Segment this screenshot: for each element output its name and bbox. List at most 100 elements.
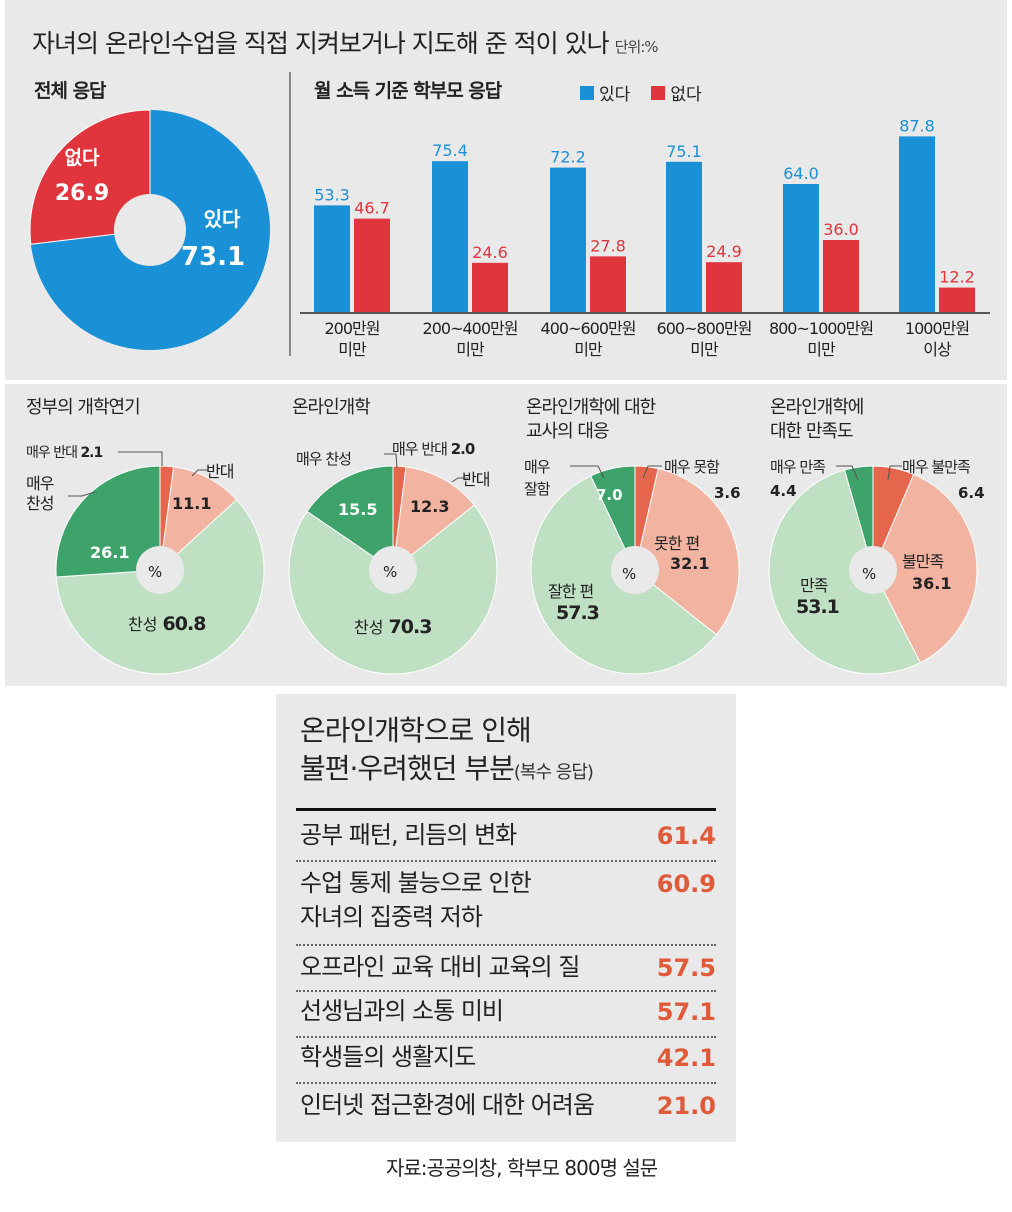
pie3-bad-value: 32.1 <box>670 554 710 573</box>
pie4-slice-3 <box>843 465 874 571</box>
divider <box>289 72 291 356</box>
pie4-title: 온라인개학에 대한 만족도 <box>770 397 864 442</box>
bar-yes-0 <box>314 205 350 312</box>
pie1-very-oppose: 매우 반대 2.1 <box>26 445 103 461</box>
bar-yes-2 <box>550 167 586 312</box>
bar-yes-label-2: 72.2 <box>550 148 586 167</box>
pie3-title: 온라인개학에 대한 교사의 대응 <box>526 397 656 442</box>
bar-category-label: 200만원 미만 <box>324 319 381 359</box>
pie2-center: % <box>383 563 398 581</box>
pie3-very-bad-value: 3.6 <box>714 484 741 502</box>
pie2-title: 온라인개학 <box>292 397 371 418</box>
bar-category-label: 1000만원 이상 <box>904 319 970 359</box>
pie2-oppose-value: 12.3 <box>410 497 450 516</box>
pie4-unsat-value: 36.1 <box>912 574 952 593</box>
bar-yes-3 <box>666 161 702 312</box>
row-label: 공부 패턴, 리듬의 변화 <box>300 821 517 849</box>
bar-no-label-5: 12.2 <box>939 268 975 287</box>
pie2-slice-3 <box>306 465 394 571</box>
pie-online-opening <box>288 465 498 675</box>
bar-legend: 있다 없다 <box>580 80 718 105</box>
pie3-slice-3 <box>590 465 636 571</box>
table-row: 선생님과의 소통 미비 57.1 <box>296 992 716 1038</box>
bar-no-5 <box>939 287 975 312</box>
pie2-very-agree-label: 매우 찬성 <box>296 450 352 468</box>
pie1-agree: 찬성 60.8 <box>128 613 206 635</box>
bar-yes-5 <box>899 136 935 312</box>
bar-yes-1 <box>432 161 468 312</box>
pie4-slice-1 <box>872 473 978 664</box>
row-value: 57.5 <box>656 954 716 982</box>
pie1-oppose-value: 11.1 <box>172 494 212 513</box>
pie-teacher-response <box>530 465 740 675</box>
bar-yes-label-1: 75.4 <box>432 141 468 160</box>
pie3-center: % <box>622 565 637 583</box>
bar-yes-label-0: 53.3 <box>314 185 350 204</box>
row-label: 선생님과의 소통 미비 <box>300 997 504 1025</box>
pie3-leaders <box>570 465 662 479</box>
pie1-slice-1 <box>159 466 238 572</box>
pie2-very-agree-value: 15.5 <box>338 500 378 519</box>
row-value: 61.4 <box>656 822 716 850</box>
pie4-very-sat-value: 4.4 <box>770 482 797 500</box>
bar-category-label: 600~800만원 미만 <box>656 319 753 359</box>
table-row: 인터넷 접근환경에 대한 어려움 21.0 <box>296 1084 716 1128</box>
pie2-oppose-label: 반대 <box>462 470 490 489</box>
table-row: 공부 패턴, 리듬의 변화 61.4 <box>296 812 716 862</box>
page-title: 자녀의 온라인수업을 직접 지켜보거나 지도해 준 적이 있나 단위:% <box>32 29 659 58</box>
pie2-hole <box>369 546 417 594</box>
bar-no-1 <box>472 262 508 312</box>
pie1-title: 정부의 개학연기 <box>26 397 141 418</box>
pie1-very-agree-label: 매우 찬성 <box>26 474 54 513</box>
pie3-good-value: 57.3 <box>556 602 600 624</box>
income-bar-chart: 53.346.7 75.4 24.6 72.2 27.8 75.1 24.9 64.0 36.0… <box>314 116 975 312</box>
donut-no-label: 없다 <box>65 147 100 169</box>
donut-yes-value: 73.1 <box>181 242 245 272</box>
row-label: 학생들의 생활지도 <box>300 1043 476 1071</box>
pie-satisfaction <box>768 465 978 675</box>
pie1-very-agree-value: 26.1 <box>90 543 130 562</box>
bar-no-label-1: 24.6 <box>472 243 508 262</box>
table-row: 학생들의 생활지도 42.1 <box>296 1038 716 1084</box>
donut-title: 전체 응답 <box>34 80 107 102</box>
pie-government-delay <box>55 465 265 675</box>
pie4-leaders <box>836 465 902 481</box>
pie4-unsat-label: 불만족 <box>902 552 944 571</box>
bar-category-label: 800~1000만원 미만 <box>768 319 874 359</box>
overall-donut: 있다 73.1 없다 26.9 <box>29 109 270 350</box>
pie1-leaders <box>68 451 208 497</box>
pie3-bad-label: 못한 편 <box>654 534 700 553</box>
row-value: 21.0 <box>656 1092 716 1120</box>
pie3-good-label: 잘한 편 <box>548 582 594 601</box>
table-row: 오프라인 교육 대비 교육의 질 57.5 <box>296 946 716 992</box>
bar-category-label: 400~600만원 미만 <box>540 319 637 359</box>
pie3-very-bad-label: 매우 못함 <box>664 458 720 476</box>
pie4-sat-value: 53.1 <box>796 596 840 618</box>
row-label: 수업 통제 불능으로 인한 자녀의 집중력 저하 <box>300 869 532 931</box>
bar-yes-4 <box>783 184 819 312</box>
concerns-title: 온라인개학으로 인해 불편·우려했던 부분(복수 응답) <box>300 714 594 785</box>
pie4-center: % <box>862 565 877 583</box>
bar-baseline <box>300 312 990 314</box>
pie2-slice-1 <box>392 466 476 572</box>
bar-no-2 <box>590 256 626 312</box>
donut-no-value: 26.9 <box>55 181 109 206</box>
bar-no-3 <box>706 262 742 312</box>
legend-no-label: 없다 <box>670 85 702 105</box>
pie2-very-oppose: 매우 반대 2.0 <box>392 440 475 458</box>
pie2-leaders <box>384 453 468 483</box>
pie1-oppose-label: 반대 <box>206 462 234 481</box>
row-label: 오프라인 교육 대비 교육의 질 <box>300 953 580 981</box>
pie1-center: % <box>148 563 163 581</box>
concerns-table: 공부 패턴, 리듬의 변화 61.4 수업 통제 불능으로 인한 자녀의 집중력 … <box>276 812 736 1142</box>
bar-yes-label-3: 75.1 <box>666 142 702 161</box>
pie3-very-good-value: 7.0 <box>596 486 623 504</box>
legend-no-swatch <box>651 85 666 100</box>
legend-yes-swatch <box>580 85 594 100</box>
pie4-very-sat-label: 매우 만족 <box>770 458 826 476</box>
pie1-slice-3 <box>55 465 161 578</box>
pie4-very-unsat-label: 매우 불만족 <box>902 458 971 476</box>
pie4-sat-label: 만족 <box>800 576 828 595</box>
row-label: 인터넷 접근환경에 대한 어려움 <box>300 1091 595 1119</box>
bar-no-4 <box>823 240 859 312</box>
